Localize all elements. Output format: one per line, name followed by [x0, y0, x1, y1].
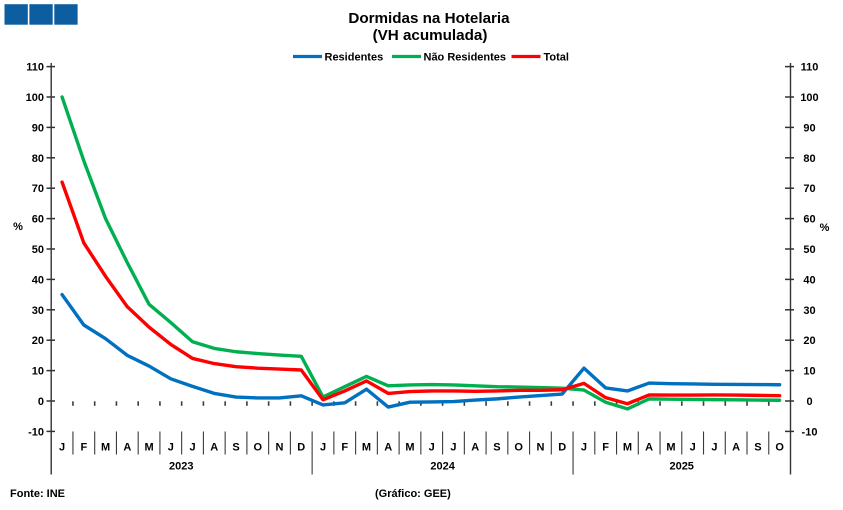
svg-text:N: N: [276, 442, 284, 454]
svg-text:F: F: [602, 442, 609, 454]
svg-text:J: J: [690, 442, 696, 454]
svg-text:M: M: [405, 442, 414, 454]
svg-text:M: M: [623, 442, 632, 454]
svg-text:M: M: [144, 442, 153, 454]
svg-text:N: N: [536, 442, 544, 454]
svg-text:90: 90: [32, 122, 44, 134]
svg-text:-10: -10: [802, 426, 818, 438]
svg-text:50: 50: [32, 244, 44, 256]
svg-text:Não Residentes: Não Residentes: [424, 52, 507, 64]
svg-text:A: A: [645, 442, 653, 454]
svg-text:Total: Total: [544, 52, 569, 64]
svg-text:A: A: [384, 442, 392, 454]
svg-text:S: S: [493, 442, 500, 454]
svg-text:2023: 2023: [169, 461, 193, 473]
svg-text:30: 30: [803, 305, 815, 317]
svg-text:110: 110: [26, 62, 44, 74]
svg-text:70: 70: [803, 183, 815, 195]
svg-text:20: 20: [32, 335, 44, 347]
svg-text:2025: 2025: [669, 461, 693, 473]
svg-text:A: A: [471, 442, 479, 454]
svg-text:A: A: [210, 442, 218, 454]
svg-text:30: 30: [32, 305, 44, 317]
svg-text:60: 60: [803, 214, 815, 226]
svg-text:M: M: [666, 442, 675, 454]
svg-text:S: S: [754, 442, 761, 454]
svg-text:80: 80: [803, 153, 815, 165]
svg-text:D: D: [297, 442, 305, 454]
svg-text:M: M: [101, 442, 110, 454]
svg-text:0: 0: [806, 396, 812, 408]
svg-text:90: 90: [803, 122, 815, 134]
svg-text:F: F: [80, 442, 87, 454]
svg-text:10: 10: [803, 366, 815, 378]
svg-text:D: D: [558, 442, 566, 454]
svg-text:50: 50: [803, 244, 815, 256]
svg-text:(Gráfico: GEE): (Gráfico: GEE): [375, 488, 451, 500]
svg-text:F: F: [341, 442, 348, 454]
svg-text:J: J: [168, 442, 174, 454]
svg-text:60: 60: [32, 214, 44, 226]
svg-text:%: %: [13, 221, 23, 233]
svg-text:100: 100: [800, 92, 818, 104]
svg-text:80: 80: [32, 153, 44, 165]
svg-text:70: 70: [32, 183, 44, 195]
svg-text:A: A: [732, 442, 740, 454]
svg-text:O: O: [775, 442, 784, 454]
svg-text:S: S: [232, 442, 239, 454]
svg-text:J: J: [189, 442, 195, 454]
svg-text:-10: -10: [28, 426, 44, 438]
svg-text:M: M: [362, 442, 371, 454]
svg-text:110: 110: [801, 62, 819, 74]
svg-text:100: 100: [26, 92, 44, 104]
svg-text:0: 0: [38, 396, 44, 408]
svg-text:J: J: [320, 442, 326, 454]
svg-text:10: 10: [32, 366, 44, 378]
svg-text:Fonte: INE: Fonte: INE: [10, 488, 65, 500]
svg-text:J: J: [429, 442, 435, 454]
svg-text:O: O: [514, 442, 523, 454]
svg-text:40: 40: [32, 274, 44, 286]
svg-text:J: J: [581, 442, 587, 454]
svg-text:%: %: [820, 222, 830, 234]
svg-text:(VH acumulada): (VH acumulada): [373, 27, 488, 44]
svg-text:J: J: [59, 442, 65, 454]
svg-text:J: J: [450, 442, 456, 454]
svg-text:2024: 2024: [430, 461, 455, 473]
svg-text:40: 40: [803, 274, 815, 286]
svg-text:Residentes: Residentes: [325, 52, 384, 64]
svg-text:O: O: [253, 442, 262, 454]
svg-text:A: A: [123, 442, 131, 454]
svg-text:Dormidas na Hotelaria: Dormidas na Hotelaria: [348, 10, 510, 27]
svg-text:20: 20: [803, 335, 815, 347]
svg-text:J: J: [711, 442, 717, 454]
